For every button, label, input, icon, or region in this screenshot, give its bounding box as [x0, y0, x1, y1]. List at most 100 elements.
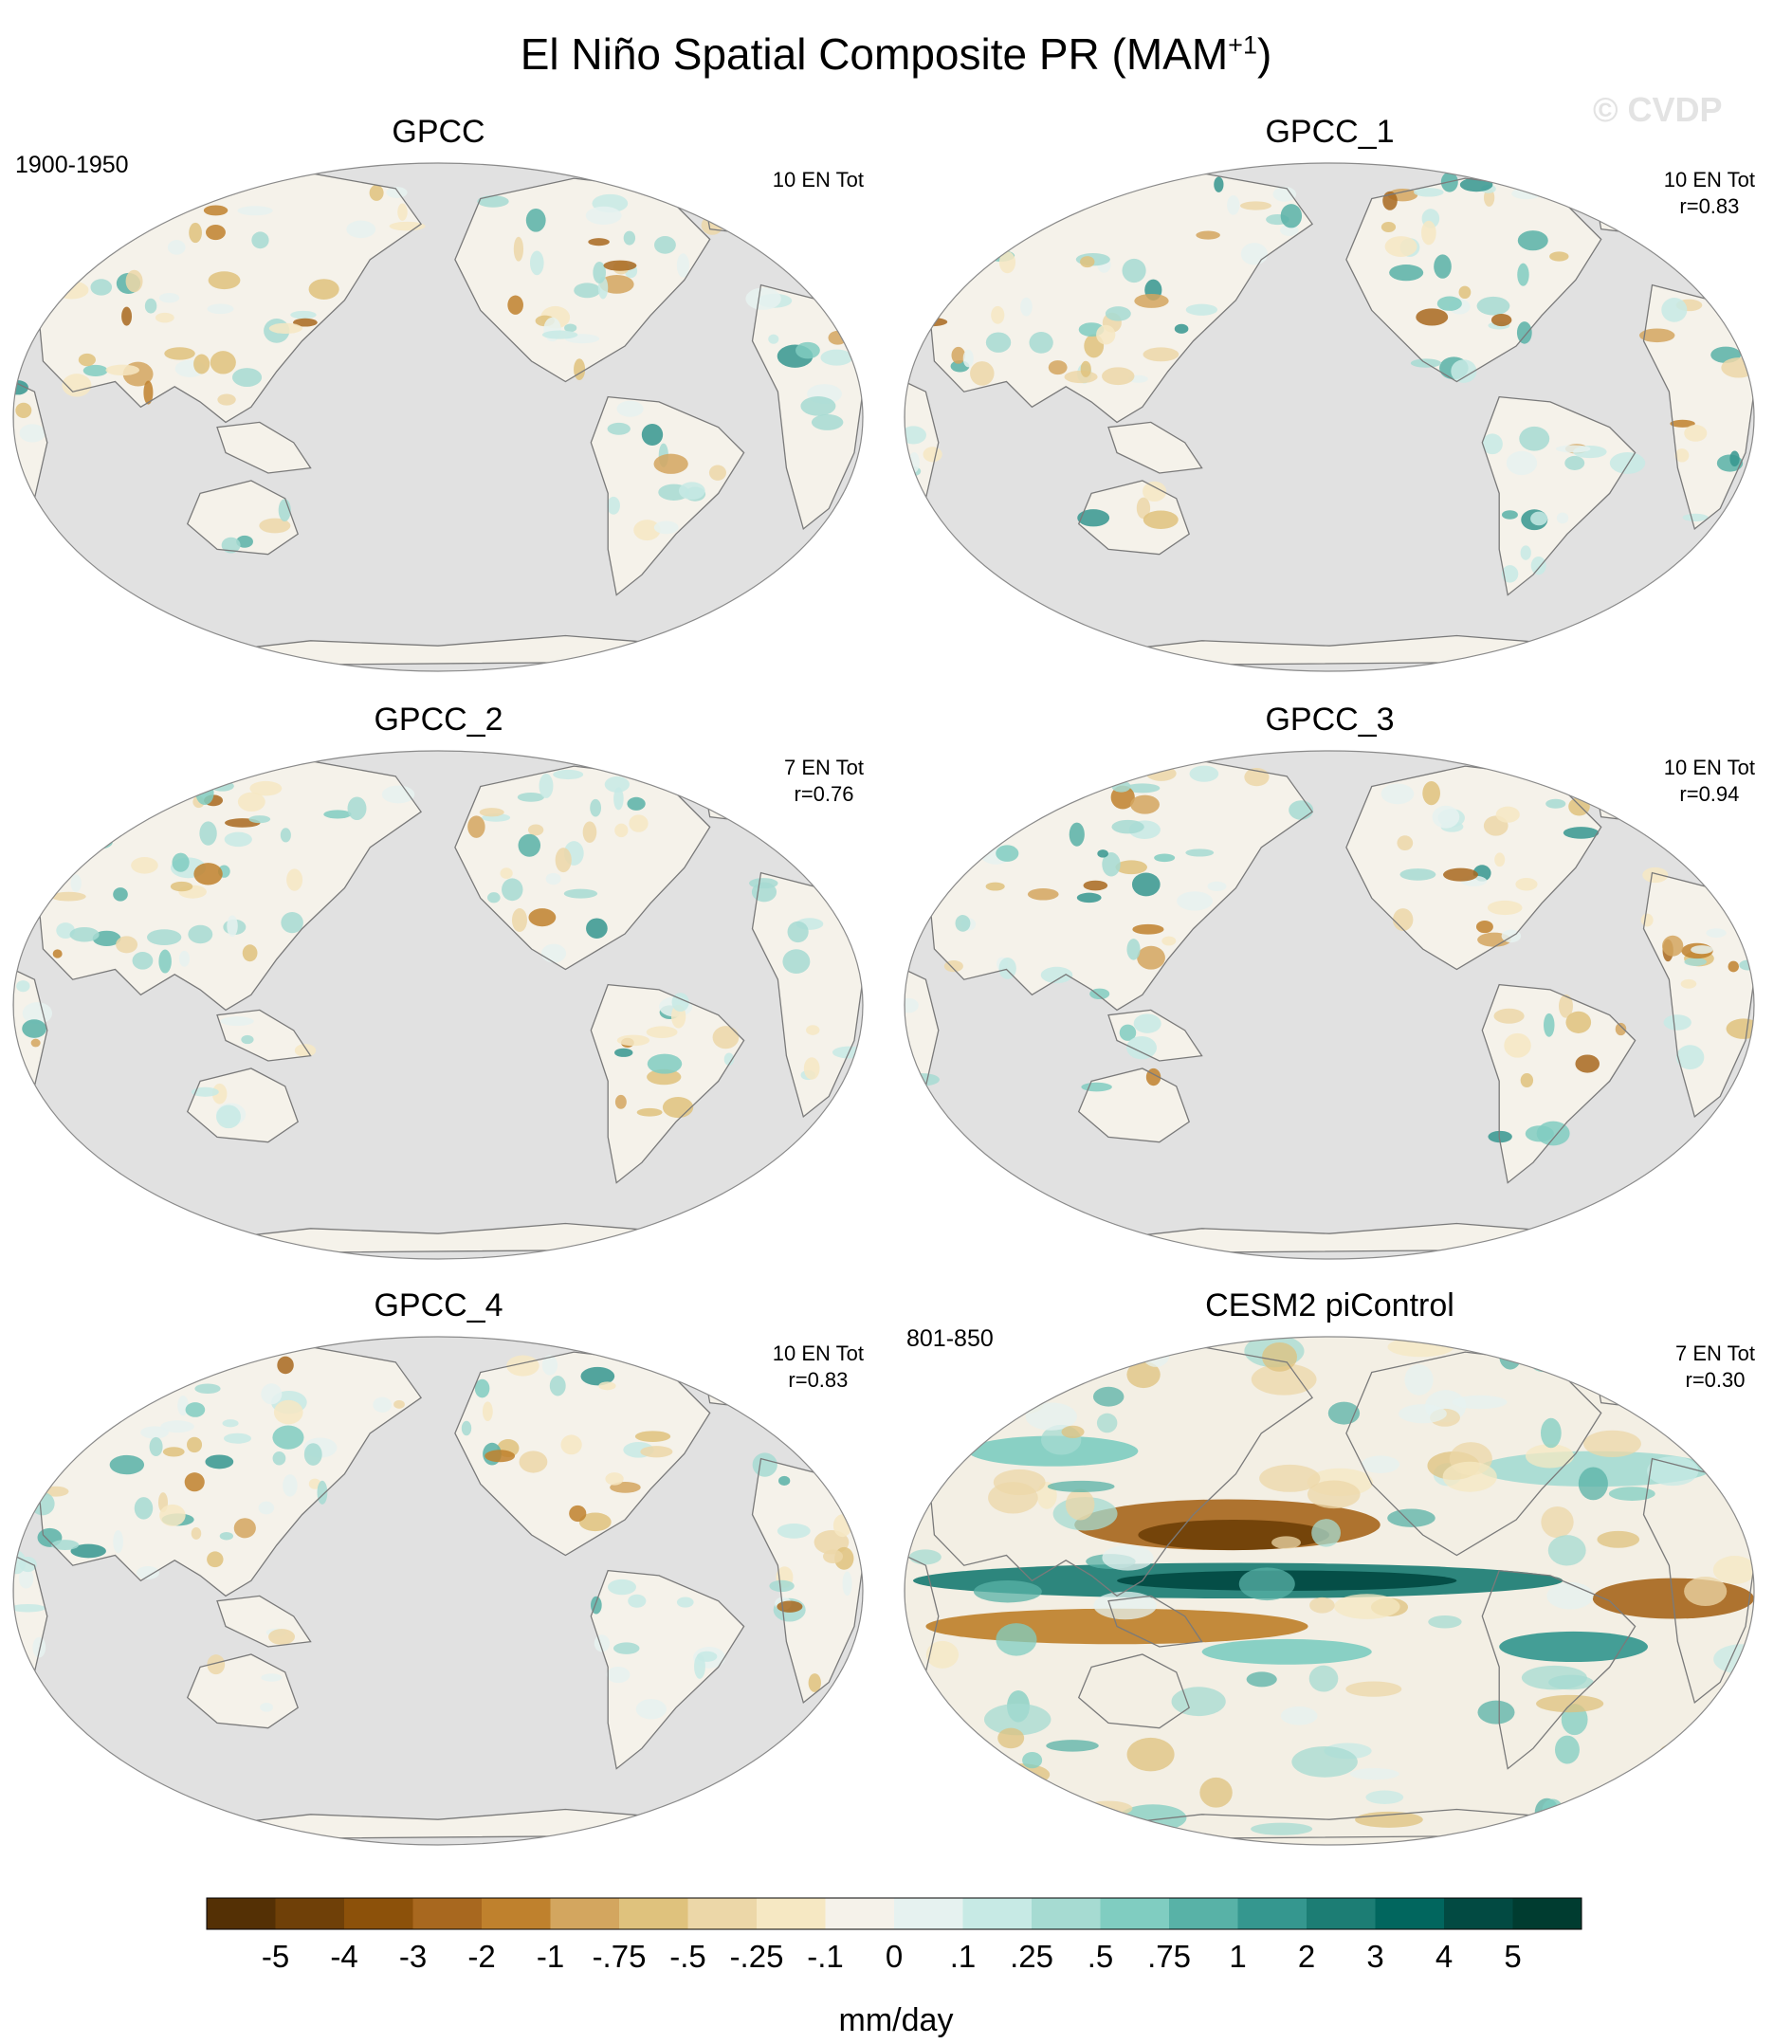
precip-blob: [1185, 849, 1215, 857]
precip-blob: [185, 1402, 206, 1417]
precip-blob: [191, 1527, 202, 1540]
greenland-landmass-fill: [701, 771, 770, 822]
anomaly-blob: [1536, 1694, 1604, 1713]
precip-blob: [1214, 176, 1224, 192]
precip-blob: [585, 206, 622, 225]
anomaly-blob: [908, 1549, 942, 1565]
precip-blob: [1422, 781, 1440, 806]
precip-blob: [231, 368, 263, 387]
africa-landmass-east-fill: [1643, 872, 1754, 1117]
precip-blob: [985, 882, 1005, 891]
precip-blob: [593, 262, 606, 284]
precip-blob: [479, 808, 504, 817]
anomaly-blob: [1251, 1822, 1313, 1835]
north-america-landmass-fill: [1345, 178, 1601, 382]
precip-blob: [157, 1366, 188, 1384]
anomaly-blob: [1647, 1456, 1699, 1487]
precip-blob: [155, 312, 174, 323]
maritime-continent-fill: [1108, 1010, 1202, 1061]
precip-blob: [193, 863, 223, 885]
precip-blob: [636, 1107, 663, 1117]
precip-blob: [1048, 360, 1068, 375]
precip-blob: [1136, 497, 1151, 520]
precip-blob: [1520, 545, 1531, 560]
precip-blob: [30, 1038, 41, 1048]
anomaly-blob: [1046, 1828, 1111, 1842]
precip-blob: [527, 824, 544, 836]
precip-blob: [646, 1026, 678, 1038]
precip-blob: [160, 1420, 194, 1433]
precip-blob: [1134, 293, 1169, 308]
precip-blob: [1545, 798, 1566, 809]
precip-blob: [1640, 913, 1654, 927]
anomaly-blob: [1546, 1581, 1594, 1610]
precip-blob: [1475, 920, 1493, 934]
anomaly-blob: [1061, 1425, 1085, 1438]
maritime-continent-fill: [217, 422, 311, 473]
precip-blob: [1436, 296, 1462, 311]
precip-blob: [1102, 367, 1135, 386]
precip-blob: [1729, 450, 1740, 467]
precip-blob: [545, 872, 561, 885]
precip-blob: [985, 332, 1012, 353]
precip-blob: [905, 426, 926, 445]
precip-blob: [260, 1702, 274, 1712]
precip-blob: [603, 260, 637, 271]
precip-blob: [1143, 510, 1179, 530]
precip-blob: [529, 250, 544, 276]
anomaly-blob: [1307, 1480, 1361, 1509]
precip-blob: [800, 396, 836, 416]
colorbar-tick-label: .25: [1010, 1939, 1053, 1974]
precip-blob: [1240, 243, 1268, 265]
anomaly-blob: [1584, 1367, 1613, 1393]
precip-blob: [1726, 1018, 1754, 1039]
precip-blob: [51, 1540, 80, 1551]
precip-blob: [607, 1579, 636, 1596]
precip-blob: [18, 1568, 34, 1589]
anomaly-blob: [1251, 1363, 1317, 1396]
precip-blob: [236, 535, 253, 548]
panel-stats: 10 EN Tot r=0.83: [1664, 167, 1755, 220]
panel-stats: 7 EN Tot r=0.76: [784, 755, 864, 808]
precip-blob: [606, 1666, 631, 1684]
precip-blob: [1185, 303, 1218, 316]
precip-blob: [482, 1401, 493, 1421]
precip-blob: [13, 1603, 46, 1613]
anomaly-blob: [1540, 1417, 1562, 1449]
precip-blob: [1680, 978, 1697, 989]
precip-blob: [1097, 849, 1108, 858]
precip-blob: [500, 867, 513, 879]
africa-landmass-west-coastline: [905, 1554, 940, 1689]
precip-blob: [1691, 945, 1713, 955]
precip-blob: [191, 1086, 219, 1097]
precip-blob: [1196, 230, 1220, 240]
precip-blob: [1399, 868, 1436, 881]
precip-blob: [654, 235, 676, 254]
precip-blob: [1443, 867, 1478, 882]
precip-blob: [219, 1532, 234, 1541]
precip-blob: [1615, 189, 1637, 210]
panel-title: GPCC: [392, 114, 485, 150]
precip-blob: [1029, 332, 1053, 354]
precip-blob: [52, 949, 63, 958]
colorbar-tick-label: 5: [1504, 1939, 1521, 1974]
precip-blob: [914, 317, 948, 327]
precip-blob: [502, 878, 523, 902]
precip-blob: [1227, 194, 1240, 215]
precip-blob: [1145, 765, 1177, 781]
precip-blob: [1661, 297, 1688, 322]
africa-landmass-west-coastline: [13, 968, 48, 1104]
south-america-landmass-coastline: [590, 983, 745, 1184]
precip-blob: [272, 1451, 286, 1466]
precip-blob: [923, 447, 942, 463]
anomaly-blob: [1452, 1395, 1508, 1410]
anomaly-blob: [1387, 1508, 1435, 1527]
colorbar: -5 -4 -3 -2 -1 -.75 -.5 -.25 -.1 0 .1 .25 .5 .75 1 2 3 4 5: [206, 1897, 1582, 1974]
precip-blob: [580, 1366, 615, 1386]
australia-landmass-coastline: [186, 1068, 299, 1143]
precip-blob: [294, 1044, 317, 1057]
precip-blob: [303, 1443, 322, 1466]
africa-landmass-west-coastline: [905, 968, 940, 1104]
precip-blob: [614, 1048, 633, 1057]
precip-blob: [272, 1425, 304, 1450]
